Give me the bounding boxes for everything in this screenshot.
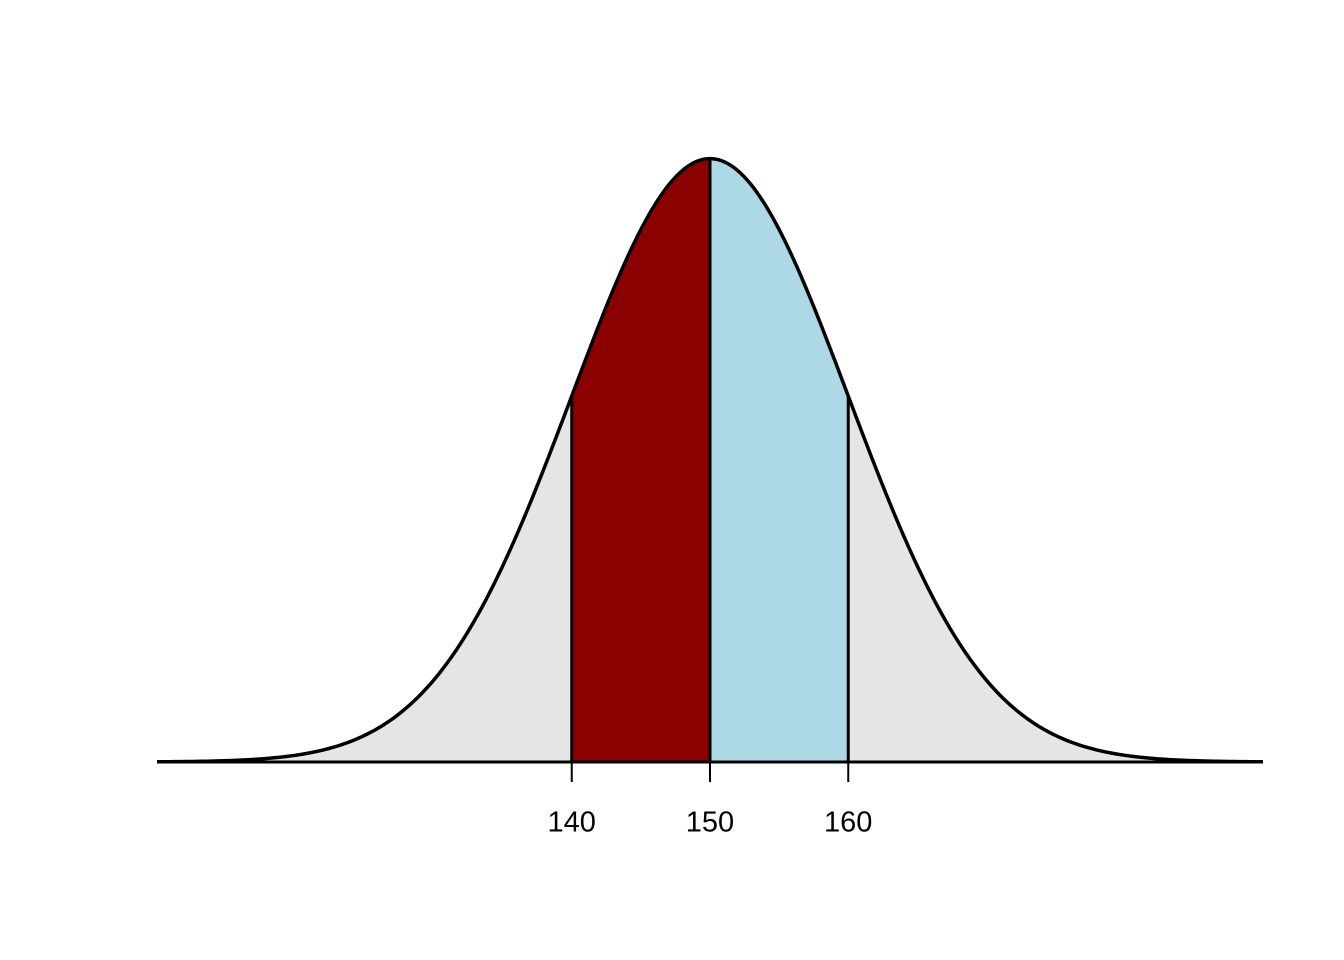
x-tick-label: 150 [686, 807, 734, 839]
shaded-region [710, 158, 849, 763]
shaded-region [571, 158, 710, 763]
x-tick-label: 160 [824, 807, 872, 839]
x-tick-label: 140 [548, 807, 596, 839]
density-curve [156, 156, 1264, 764]
